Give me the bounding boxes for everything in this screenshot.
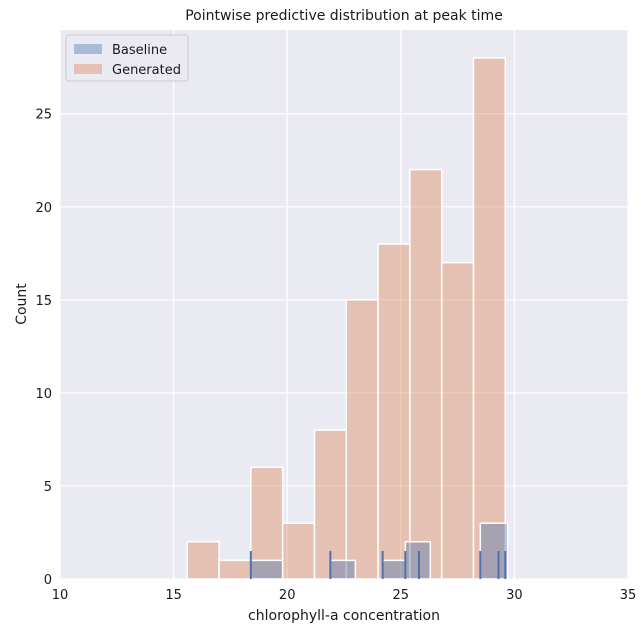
y-tick-label: 5 bbox=[44, 480, 52, 495]
baseline-rug bbox=[249, 551, 507, 579]
x-axis-label: chlorophyll-a concentration bbox=[248, 608, 440, 624]
chart-title: Pointwise predictive distribution at pea… bbox=[185, 8, 503, 24]
legend: Baseline Generated bbox=[65, 34, 189, 82]
legend-label-baseline: Baseline bbox=[112, 43, 167, 58]
y-tick-label: 25 bbox=[35, 108, 52, 123]
x-tick-labels: 10 15 20 25 30 35 bbox=[52, 588, 637, 603]
generated-bar bbox=[281, 522, 316, 580]
baseline-bars bbox=[250, 522, 509, 580]
baseline-bar bbox=[329, 559, 357, 580]
plot-area bbox=[60, 30, 628, 579]
y-tick-label: 10 bbox=[35, 387, 52, 402]
legend-label-generated: Generated bbox=[112, 63, 181, 78]
generated-bar bbox=[186, 541, 220, 580]
grid-lines bbox=[59, 30, 629, 580]
generated-bar bbox=[409, 168, 443, 580]
generated-bar bbox=[218, 559, 252, 580]
y-tick-label: 20 bbox=[35, 201, 52, 216]
x-tick-label: 35 bbox=[620, 588, 637, 603]
baseline-bar bbox=[404, 541, 432, 580]
legend-swatch-generated bbox=[74, 64, 102, 74]
x-tick-label: 25 bbox=[393, 588, 410, 603]
x-tick-label: 30 bbox=[506, 588, 523, 603]
y-tick-label: 0 bbox=[44, 573, 52, 588]
generated-bar bbox=[345, 299, 379, 580]
generated-bars bbox=[186, 57, 507, 580]
baseline-bar bbox=[479, 522, 509, 580]
y-tick-label: 15 bbox=[35, 294, 52, 309]
baseline-bar bbox=[250, 559, 284, 580]
baseline-bar bbox=[381, 559, 407, 580]
generated-bar bbox=[377, 243, 411, 580]
x-tick-label: 20 bbox=[279, 588, 296, 603]
legend-swatch-baseline bbox=[74, 44, 102, 54]
x-tick-label: 10 bbox=[52, 588, 69, 603]
generated-bar bbox=[440, 261, 475, 580]
y-tick-labels: 0 5 10 15 20 25 bbox=[35, 108, 52, 588]
x-tick-label: 15 bbox=[165, 588, 182, 603]
y-axis-label: Count bbox=[14, 283, 30, 325]
generated-bar bbox=[472, 57, 507, 580]
legend-box bbox=[65, 34, 189, 82]
